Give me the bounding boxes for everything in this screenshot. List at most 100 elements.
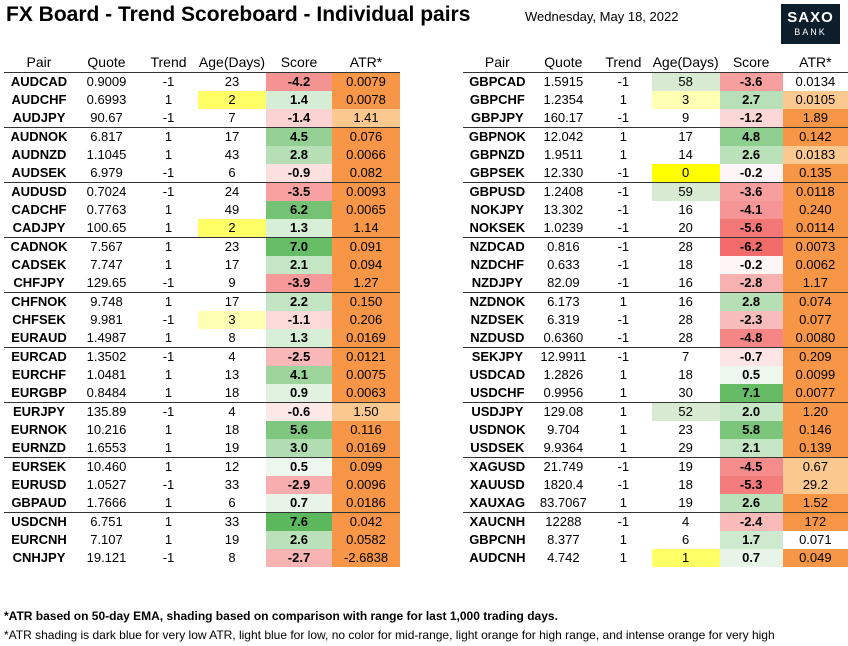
quote-cell: 19.121 <box>86 550 127 565</box>
atr-cell: 0.0582 <box>332 531 400 549</box>
atr-cell: 0.0169 <box>332 439 400 458</box>
table-row: XAUXAG 83.7067 1 19 2.6 1.52 <box>463 494 848 513</box>
quote-cell: 1.5915 <box>543 74 584 89</box>
pair-cell: GBPSEK <box>469 165 525 180</box>
score-cell: -2.5 <box>266 347 332 366</box>
atr-cell: 0.071 <box>782 531 848 549</box>
age-cell: 28 <box>678 312 693 327</box>
table-row: EURCNH 7.107 1 19 2.6 0.0582 <box>4 531 400 549</box>
quote-cell: 90.67 <box>90 110 123 125</box>
pair-cell: CNHJPY <box>12 550 66 565</box>
column-header-pair: Pair <box>4 51 74 73</box>
trend-cell: -1 <box>617 477 630 492</box>
table-row: NZDCHF 0.633 -1 18 -0.2 0.0062 <box>463 256 848 274</box>
quote-cell: 1.0481 <box>86 367 127 382</box>
quote-cell: 6.751 <box>74 512 139 531</box>
scoreboard-right-table: Pair Quote Trend Age(Days) Score ATR* GBPCAD 1.… <box>463 51 848 567</box>
footnote-atr-basis: *ATR based on 50-day EMA, shading based … <box>4 609 558 623</box>
age-cell: 49 <box>224 202 240 217</box>
quote-cell: 1.9511 <box>543 147 583 162</box>
score-cell: 7.1 <box>719 384 783 403</box>
pair-cell: USDCAD <box>469 367 526 382</box>
age-cell: 29 <box>678 440 693 455</box>
pair-cell: CADNOK <box>4 237 74 256</box>
table-row: EURSEK 10.460 1 12 0.5 0.099 <box>4 457 400 476</box>
age-cell: 3 <box>651 91 720 109</box>
trend-cell: -1 <box>162 477 175 492</box>
table-row: GBPCAD 1.5915 -1 58 -3.6 0.0134 <box>463 72 848 91</box>
atr-cell: 0.135 <box>782 164 848 183</box>
quote-cell: 1.0239 <box>543 220 584 235</box>
pair-cell: EURCNH <box>11 532 67 547</box>
quote-cell: 7.747 <box>90 257 123 272</box>
quote-cell: 10.460 <box>74 457 139 476</box>
trend-cell: 1 <box>164 330 173 345</box>
table-row: NOKSEK 1.0239 -1 20 -5.6 0.0114 <box>463 219 848 238</box>
pair-cell: SEKJPY <box>463 347 532 366</box>
age-cell: 23 <box>678 422 693 437</box>
age-cell: 30 <box>678 385 693 400</box>
column-header-score: Score <box>266 51 332 73</box>
age-cell: 13 <box>224 367 240 382</box>
age-cell: 6 <box>228 165 236 180</box>
quote-cell: 129.08 <box>531 402 595 421</box>
footnote-atr-shading: *ATR shading is dark blue for very low A… <box>4 628 775 642</box>
score-cell: -4.1 <box>719 201 783 219</box>
age-cell: 17 <box>651 127 720 146</box>
pair-cell: AUDUSD <box>4 182 74 201</box>
atr-cell: 0.0121 <box>332 347 400 366</box>
trend-cell: 1 <box>164 495 173 510</box>
trend-cell: -1 <box>594 512 652 531</box>
table-row: GBPNOK 12.042 1 17 4.8 0.142 <box>463 127 848 146</box>
score-cell: 2.7 <box>719 91 783 109</box>
table-row: AUDCAD 0.9009 -1 23 -4.2 0.0079 <box>4 72 400 91</box>
trend-cell: 1 <box>164 92 173 107</box>
table-row: USDNOK 9.704 1 23 5.8 0.146 <box>463 421 848 439</box>
quote-cell: 0.7024 <box>74 182 139 201</box>
quote-cell: 9.748 <box>74 292 139 311</box>
score-cell: 2.6 <box>719 494 783 513</box>
table-row: EURNOK 10.216 1 18 5.6 0.116 <box>4 421 400 439</box>
trend-cell: -1 <box>162 550 175 565</box>
atr-cell: 0.0114 <box>782 219 848 238</box>
quote-cell: 7.567 <box>74 237 139 256</box>
table-row: NZDJPY 82.09 -1 16 -2.8 1.17 <box>463 274 848 293</box>
table-row: NZDSEK 6.319 -1 28 -2.3 0.077 <box>463 311 848 329</box>
score-cell: 0.7 <box>719 549 783 567</box>
age-cell: 23 <box>198 237 266 256</box>
score-cell: 0.5 <box>719 366 783 384</box>
age-cell: 8 <box>228 330 236 345</box>
atr-cell: 0.0065 <box>332 201 400 219</box>
trend-cell: 1 <box>164 385 173 400</box>
pair-cell: GBPCAD <box>469 74 526 89</box>
atr-cell: 1.27 <box>332 274 400 293</box>
age-cell: 17 <box>198 127 266 146</box>
trend-cell: 1 <box>619 147 627 162</box>
table-row: GBPNZD 1.9511 1 14 2.6 0.0183 <box>463 146 848 164</box>
atr-cell: 0.091 <box>332 237 400 256</box>
score-cell: -1.2 <box>719 109 783 128</box>
age-cell: 2 <box>198 219 266 238</box>
age-cell: 17 <box>198 292 266 311</box>
score-cell: -3.5 <box>266 182 332 201</box>
quote-cell: 9.9364 <box>543 440 584 455</box>
column-header-atr: ATR* <box>782 51 848 73</box>
score-cell: -0.2 <box>719 256 783 274</box>
quote-cell: 1.4987 <box>86 330 127 345</box>
age-cell: 19 <box>651 457 720 476</box>
pair-cell: NZDCAD <box>463 237 532 256</box>
quote-cell: 13.302 <box>543 202 584 217</box>
quote-cell: 0.816 <box>531 237 595 256</box>
age-cell: 7 <box>228 110 236 125</box>
atr-cell: 0.082 <box>332 164 400 183</box>
trend-cell: 1 <box>164 367 173 382</box>
quote-cell: 0.9956 <box>543 385 584 400</box>
pair-cell: XAUCNH <box>463 512 532 531</box>
column-header-trend: Trend <box>594 51 652 73</box>
atr-cell: 0.0073 <box>782 237 848 256</box>
quote-cell: 1.3502 <box>74 347 139 366</box>
pair-cell: NOKJPY <box>470 202 525 217</box>
score-cell: 5.8 <box>719 421 783 439</box>
pair-cell: EURNOK <box>10 422 68 437</box>
header-row: Pair Quote Trend Age(Days) Score ATR* <box>4 51 400 73</box>
